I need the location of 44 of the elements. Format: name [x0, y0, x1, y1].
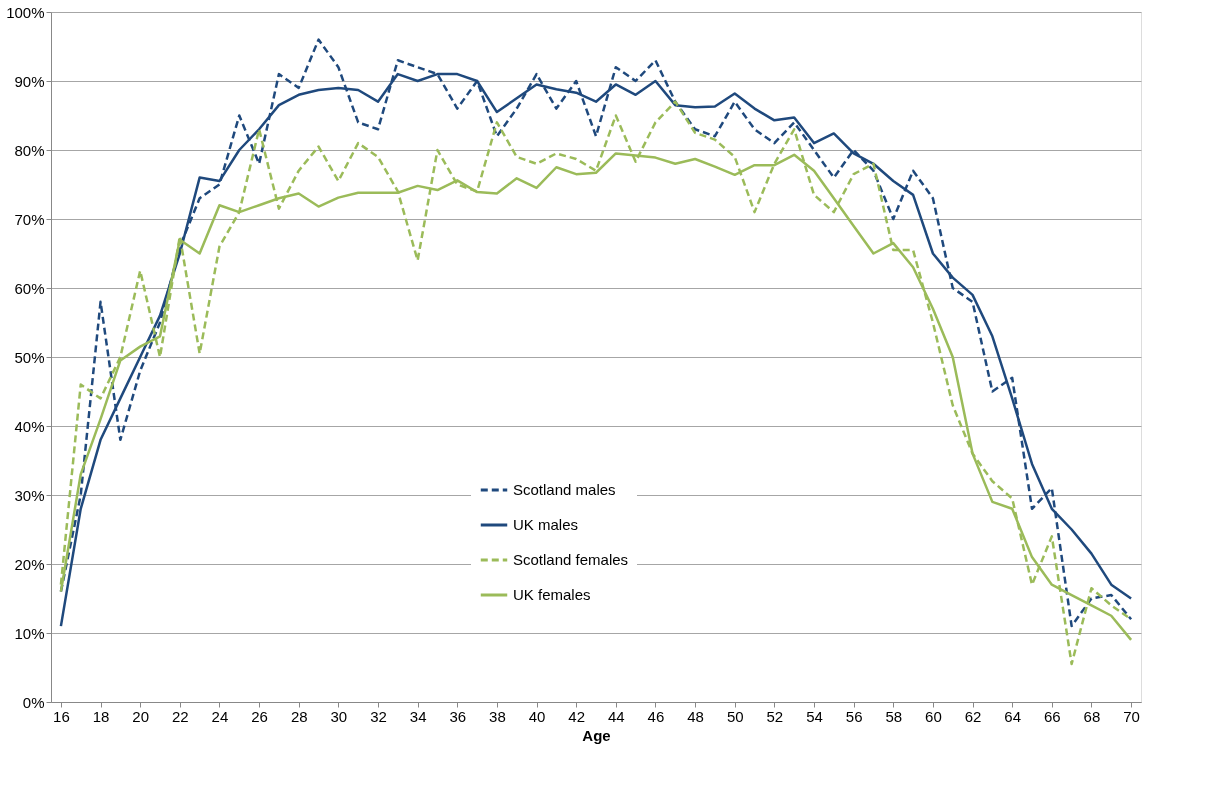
x-tick-label: 62: [964, 707, 982, 725]
x-tick-label: 38: [489, 707, 506, 725]
x-tick-label: 70: [1123, 707, 1140, 725]
x-tick-label: 44: [607, 707, 625, 725]
y-tick-label: 80%: [14, 141, 45, 159]
x-tick-label: 68: [1083, 707, 1101, 725]
x-tick-label: 56: [845, 707, 863, 725]
x-tick-label: 24: [211, 707, 229, 725]
x-tick-label: 40: [528, 707, 546, 725]
x-tick-label: 64: [1004, 707, 1022, 725]
x-axis-title: Age: [582, 726, 611, 744]
x-tick-label: 42: [568, 707, 586, 725]
x-tick-label: 52: [766, 707, 784, 725]
x-tick-label: 28: [290, 707, 308, 725]
y-tick-label: 0%: [22, 693, 45, 711]
legend-label: Scotland males: [513, 481, 616, 498]
x-tick-label: 58: [885, 707, 903, 725]
x-tick-label: 20: [132, 707, 150, 725]
x-tick-label: 34: [409, 707, 427, 725]
x-tick-label: 36: [449, 707, 467, 725]
legend-label: UK females: [513, 586, 591, 603]
x-tick-label: 48: [687, 707, 704, 725]
legend-label: UK males: [513, 516, 579, 533]
x-tick-label: 60: [925, 707, 942, 725]
x-tick-label: 18: [92, 707, 110, 725]
y-tick-label: 20%: [14, 555, 45, 573]
legend-label: Scotland females: [513, 551, 629, 568]
y-tick-label: 50%: [14, 348, 45, 366]
y-tick-label: 40%: [14, 417, 45, 435]
y-tick-label: 10%: [14, 624, 45, 642]
x-tick-label: 50: [726, 707, 744, 725]
y-tick-label: 30%: [14, 486, 45, 504]
x-tick-label: 30: [330, 707, 348, 725]
y-tick-label: 90%: [14, 72, 45, 90]
y-tick-label: 60%: [14, 279, 45, 297]
y-tick-label: 70%: [14, 210, 45, 228]
x-tick-label: 22: [171, 707, 189, 725]
x-tick-label: 46: [647, 707, 665, 725]
x-tick-label: 16: [53, 707, 70, 725]
x-tick-label: 54: [806, 707, 823, 725]
x-tick-label: 32: [370, 707, 387, 725]
x-tick-label: 26: [251, 707, 268, 725]
y-tick-label: 100%: [6, 3, 45, 21]
x-tick-label: 66: [1043, 707, 1061, 725]
